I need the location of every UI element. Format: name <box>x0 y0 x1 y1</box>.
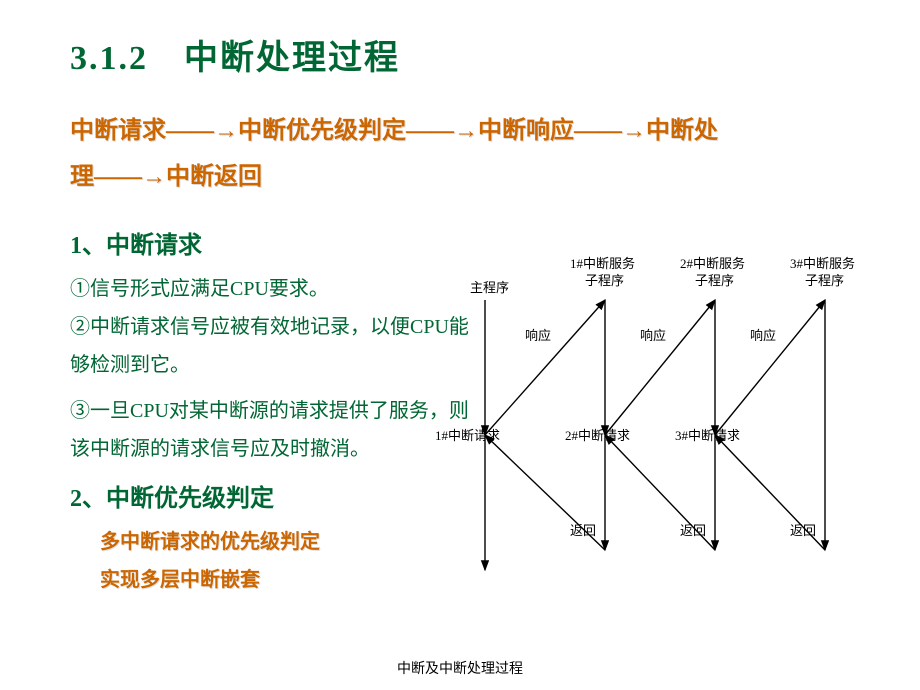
slide-title: 3.1.2 中断处理过程 <box>70 30 870 79</box>
label-sub3a: 3#中断服务 <box>790 256 855 271</box>
process-flow: 中断请求——→中断优先级判定——→中断响应——→中断处 理——→中断返回 <box>70 109 870 200</box>
label-ret3: 返回 <box>790 523 816 538</box>
section-1-p2: ②中断请求信号应被有效地记录，以便CPU能够检测到它。 <box>70 308 480 384</box>
label-sub2b: 子程序 <box>695 273 734 288</box>
label-resp2: 响应 <box>640 328 666 343</box>
label-req2: 2#中断请求 <box>565 428 630 443</box>
slide: 3.1.2 中断处理过程 中断请求——→中断优先级判定——→中断响应——→中断处… <box>0 0 920 690</box>
label-sub1a: 1#中断服务 <box>570 256 635 271</box>
label-ret1: 返回 <box>570 523 596 538</box>
label-resp3: 响应 <box>750 328 776 343</box>
label-req3: 3#中断请求 <box>675 428 740 443</box>
flow-line-1: 中断请求——→中断优先级判定——→中断响应——→中断处 <box>70 118 718 144</box>
label-ret2: 返回 <box>680 523 706 538</box>
label-main-prog: 主程序 <box>470 280 509 295</box>
label-sub3b: 子程序 <box>805 273 844 288</box>
interrupt-diagram: 主程序 1#中断服务 子程序 2#中断服务 子程序 3#中断服务 子程序 响应 … <box>435 240 895 580</box>
label-resp1: 响应 <box>525 328 551 343</box>
flow-line-2: 理——→中断返回 <box>70 164 262 190</box>
label-sub1b: 子程序 <box>585 273 624 288</box>
section-1-p3: ③一旦CPU对某中断源的请求提供了服务，则该中断源的请求信号应及时撤消。 <box>70 392 480 468</box>
label-sub2a: 2#中断服务 <box>680 256 745 271</box>
section-1-p1: ①信号形式应满足CPU要求。 <box>70 270 480 308</box>
slide-footer: 中断及中断处理过程 <box>0 658 920 678</box>
